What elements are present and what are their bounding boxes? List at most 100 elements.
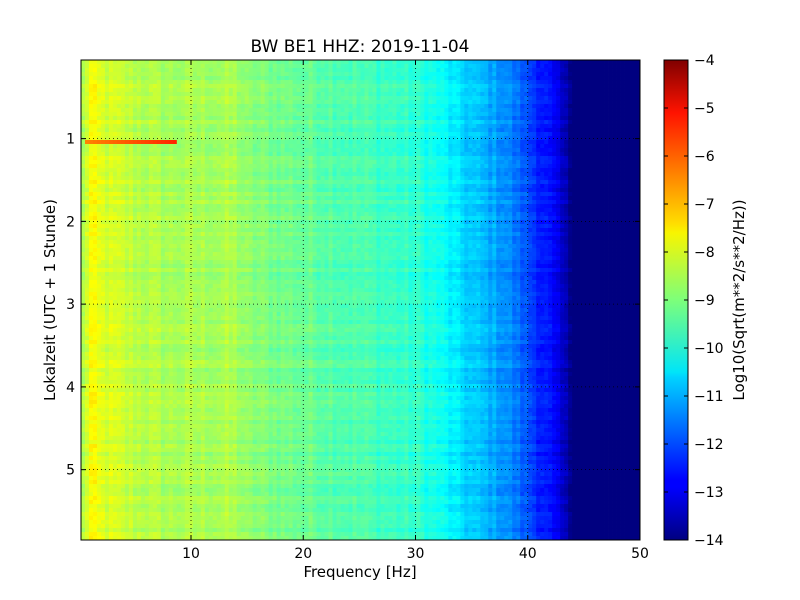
heatmap-cell bbox=[341, 176, 345, 180]
heatmap-cell bbox=[153, 116, 157, 120]
heatmap-cell bbox=[325, 172, 329, 176]
heatmap-cell bbox=[181, 156, 185, 160]
heatmap-cell bbox=[105, 192, 109, 196]
heatmap-cell bbox=[169, 156, 173, 160]
heatmap-cell bbox=[205, 176, 209, 180]
heatmap-cell bbox=[209, 76, 213, 80]
heatmap-cell bbox=[277, 124, 281, 128]
heatmap-cell bbox=[217, 120, 221, 124]
heatmap-cell bbox=[404, 108, 408, 112]
heatmap-cell bbox=[169, 200, 173, 204]
heatmap-cell bbox=[508, 88, 512, 92]
heatmap-cell bbox=[253, 104, 257, 108]
heatmap-cell bbox=[285, 176, 289, 180]
heatmap-cell bbox=[269, 116, 273, 120]
heatmap-cell bbox=[432, 164, 436, 168]
heatmap-cell bbox=[460, 76, 464, 80]
heatmap-cell bbox=[616, 120, 620, 124]
heatmap-cell bbox=[468, 140, 472, 144]
heatmap-cell bbox=[540, 112, 544, 116]
heatmap-cell bbox=[364, 76, 368, 80]
heatmap-cell bbox=[516, 124, 520, 128]
heatmap-cell bbox=[452, 92, 456, 96]
heatmap-cell bbox=[225, 120, 229, 124]
heatmap-cell bbox=[552, 168, 556, 172]
heatmap-cell bbox=[349, 92, 353, 96]
heatmap-cell bbox=[249, 140, 253, 144]
heatmap-cell bbox=[456, 120, 460, 124]
heatmap-cell bbox=[540, 148, 544, 152]
heatmap-cell bbox=[432, 104, 436, 108]
heatmap-cell bbox=[536, 116, 540, 120]
heatmap-cell bbox=[345, 148, 349, 152]
heatmap-cell bbox=[404, 116, 408, 120]
heatmap-cell bbox=[305, 108, 309, 112]
heatmap-cell bbox=[337, 76, 341, 80]
heatmap-cell bbox=[448, 192, 452, 196]
heatmap-cell bbox=[281, 152, 285, 156]
heatmap-cell bbox=[109, 152, 113, 156]
heatmap-cell bbox=[624, 160, 628, 164]
heatmap-cell bbox=[293, 144, 297, 148]
heatmap-cell bbox=[416, 148, 420, 152]
heatmap-cell bbox=[313, 64, 317, 68]
heatmap-cell bbox=[261, 188, 265, 192]
heatmap-cell bbox=[572, 180, 576, 184]
heatmap-cell bbox=[93, 168, 97, 172]
heatmap-cell bbox=[137, 68, 141, 72]
heatmap-cell bbox=[269, 160, 273, 164]
heatmap-cell bbox=[317, 132, 321, 136]
heatmap-cell bbox=[600, 112, 604, 116]
heatmap-cell bbox=[101, 180, 105, 184]
heatmap-cell bbox=[584, 124, 588, 128]
heatmap-cell bbox=[153, 140, 157, 144]
heatmap-cell bbox=[392, 196, 396, 200]
heatmap-cell bbox=[504, 104, 508, 108]
heatmap-cell bbox=[217, 112, 221, 116]
heatmap-cell bbox=[460, 88, 464, 92]
heatmap-cell bbox=[361, 60, 365, 64]
heatmap-cell bbox=[317, 72, 321, 76]
heatmap-cell bbox=[372, 88, 376, 92]
heatmap-cell bbox=[161, 60, 165, 64]
heatmap-cell bbox=[357, 140, 361, 144]
heatmap-cell bbox=[548, 120, 552, 124]
heatmap-cell bbox=[169, 116, 173, 120]
heatmap-cell bbox=[325, 148, 329, 152]
heatmap-cell bbox=[321, 180, 325, 184]
heatmap-cell bbox=[400, 172, 404, 176]
heatmap-cell bbox=[396, 100, 400, 104]
heatmap-cell bbox=[388, 112, 392, 116]
heatmap-cell bbox=[309, 168, 313, 172]
heatmap-cell bbox=[564, 172, 568, 176]
heatmap-cell bbox=[341, 84, 345, 88]
heatmap-cell bbox=[169, 140, 173, 144]
heatmap-cell bbox=[229, 120, 233, 124]
heatmap-cell bbox=[548, 88, 552, 92]
heatmap-cell bbox=[608, 160, 612, 164]
heatmap-cell bbox=[209, 88, 213, 92]
heatmap-cell bbox=[321, 196, 325, 200]
heatmap-cell bbox=[392, 184, 396, 188]
heatmap-cell bbox=[452, 108, 456, 112]
heatmap-cell bbox=[568, 64, 572, 68]
heatmap-cell bbox=[249, 180, 253, 184]
heatmap-cell bbox=[576, 140, 580, 144]
heatmap-cell bbox=[85, 80, 89, 84]
heatmap-cell bbox=[341, 196, 345, 200]
heatmap-cell bbox=[436, 144, 440, 148]
heatmap-cell bbox=[253, 200, 257, 204]
heatmap-cell bbox=[608, 148, 612, 152]
heatmap-cell bbox=[361, 80, 365, 84]
heatmap-cell bbox=[424, 120, 428, 124]
heatmap-cell bbox=[277, 172, 281, 176]
heatmap-cell bbox=[133, 192, 137, 196]
heatmap-cell bbox=[269, 60, 273, 64]
heatmap-cell bbox=[396, 120, 400, 124]
heatmap-cell bbox=[289, 112, 293, 116]
heatmap-cell bbox=[249, 120, 253, 124]
heatmap-cell bbox=[444, 100, 448, 104]
heatmap-cell bbox=[444, 124, 448, 128]
heatmap-cell bbox=[428, 188, 432, 192]
heatmap-cell bbox=[392, 124, 396, 128]
